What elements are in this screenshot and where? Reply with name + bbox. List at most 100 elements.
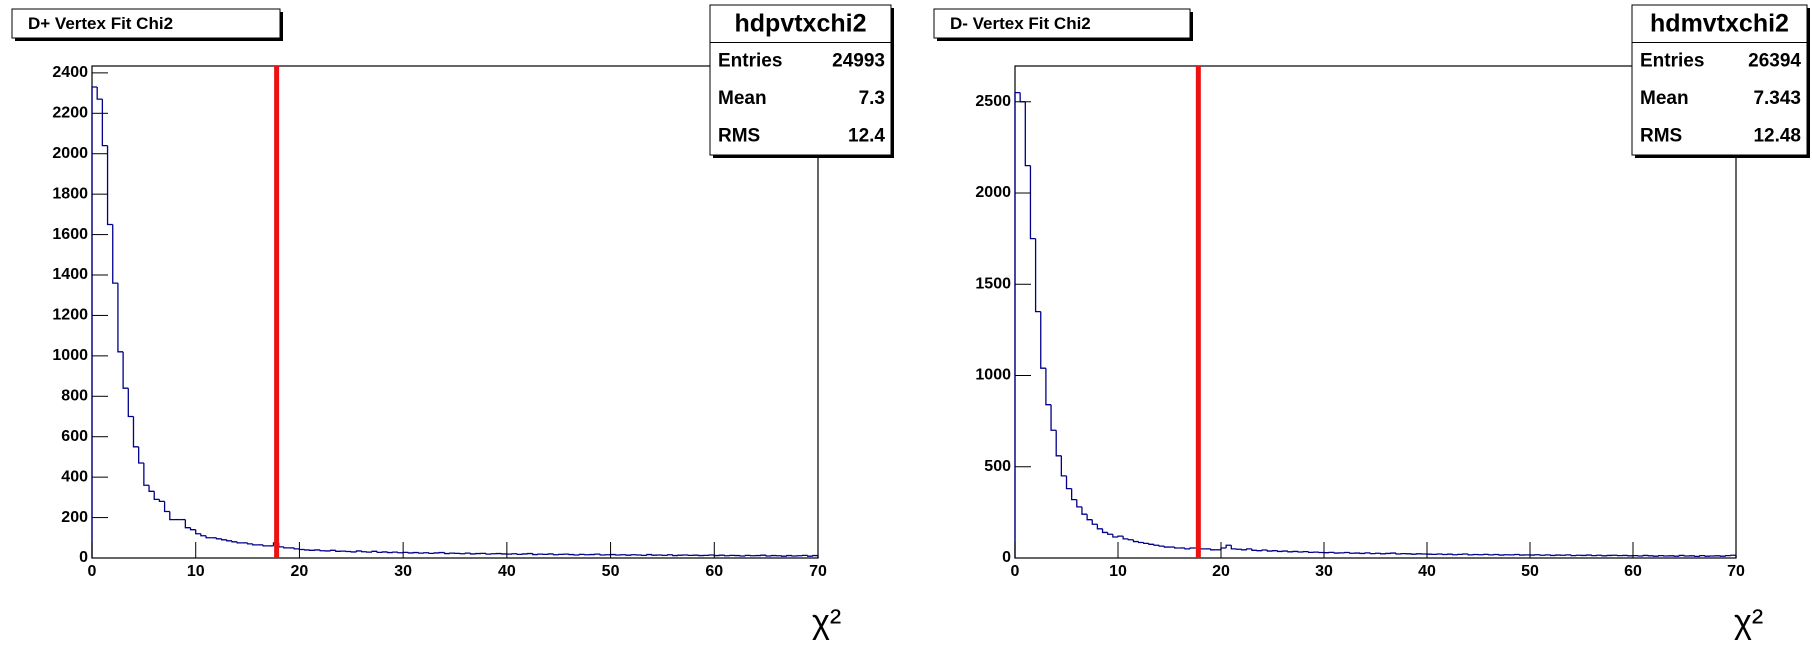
histogram-bin bbox=[1251, 548, 1258, 551]
stats-label: Entries bbox=[1640, 50, 1704, 71]
histogram-bin bbox=[1240, 549, 1247, 551]
stats-label: Mean bbox=[1640, 88, 1689, 109]
x-tick-label: 60 bbox=[705, 563, 723, 580]
histogram-bin bbox=[127, 388, 134, 418]
stats-label: RMS bbox=[1640, 125, 1682, 146]
histogram-bin bbox=[1132, 539, 1139, 543]
y-tick-label: 1600 bbox=[52, 226, 88, 243]
histogram-bin bbox=[666, 554, 673, 556]
histogram-bin bbox=[1498, 554, 1505, 556]
histogram-bin bbox=[1725, 554, 1731, 557]
y-tick-label: 200 bbox=[61, 509, 88, 526]
histogram-bin bbox=[158, 499, 165, 503]
y-tick-label: 600 bbox=[61, 428, 88, 445]
y-tick-label: 0 bbox=[79, 549, 88, 566]
histogram-bin bbox=[1694, 555, 1700, 558]
histogram-bin bbox=[226, 539, 233, 542]
y-tick-label: 1000 bbox=[975, 367, 1011, 384]
x-tick-label: 70 bbox=[1727, 563, 1745, 580]
histogram-bin bbox=[1570, 554, 1577, 557]
title-box bbox=[933, 8, 1191, 39]
stats-value: 12.4 bbox=[848, 125, 885, 146]
histogram-bin bbox=[200, 533, 207, 537]
histogram-bin bbox=[713, 554, 720, 557]
y-tick-label: 1500 bbox=[975, 275, 1011, 292]
stats-title: hdpvtxchi2 bbox=[735, 9, 867, 37]
histogram-bin bbox=[1127, 538, 1134, 541]
histogram-bin bbox=[1699, 554, 1706, 557]
histogram-bin bbox=[578, 553, 585, 556]
histogram-bin bbox=[101, 99, 108, 147]
histogram-bin bbox=[1277, 550, 1283, 553]
histogram-bin bbox=[1519, 554, 1525, 556]
histogram-bin bbox=[1081, 506, 1088, 515]
histogram-bin bbox=[443, 552, 450, 555]
stats-label: RMS bbox=[718, 125, 760, 146]
histogram-bin bbox=[91, 86, 98, 558]
histogram-bin bbox=[469, 553, 476, 555]
histogram-bin bbox=[599, 554, 606, 556]
histogram-bin bbox=[293, 547, 300, 550]
histogram-bin bbox=[786, 554, 793, 557]
histogram-bin bbox=[106, 145, 113, 226]
histogram-bin bbox=[651, 554, 658, 556]
histogram-bin bbox=[418, 552, 424, 554]
histogram-bin bbox=[1143, 542, 1149, 545]
histogram-bin bbox=[744, 554, 751, 557]
histogram-bin bbox=[163, 501, 170, 513]
histogram-bin bbox=[1261, 549, 1268, 551]
histogram-bin bbox=[397, 552, 404, 554]
x-tick-label: 30 bbox=[394, 563, 412, 580]
x-tick-label: 10 bbox=[1109, 563, 1127, 580]
x-tick-label: 40 bbox=[498, 563, 516, 580]
histogram-bin bbox=[1174, 547, 1180, 549]
x-tick-label: 0 bbox=[88, 563, 97, 580]
histogram-bin bbox=[298, 548, 305, 551]
histogram-bin bbox=[376, 551, 383, 553]
histogram-bin bbox=[1488, 554, 1494, 556]
histogram-bin bbox=[1153, 544, 1160, 546]
histogram-bin bbox=[812, 554, 818, 557]
stats-label: Mean bbox=[718, 88, 767, 109]
x-tick-label: 40 bbox=[1418, 563, 1436, 580]
y-tick-label: 2000 bbox=[975, 184, 1011, 201]
chart-title: D- Vertex Fit Chi2 bbox=[950, 14, 1091, 33]
chart-title: D+ Vertex Fit Chi2 bbox=[28, 14, 173, 33]
histogram-bin bbox=[335, 550, 341, 552]
histogram-bin bbox=[1601, 555, 1608, 557]
histogram-bin bbox=[1060, 455, 1067, 477]
histogram-bin bbox=[361, 550, 367, 553]
histogram-bin bbox=[319, 549, 326, 552]
stats-value: 26394 bbox=[1748, 50, 1801, 71]
stats-value: 24993 bbox=[832, 50, 885, 71]
histogram-bin bbox=[516, 553, 523, 556]
x-tick-label: 20 bbox=[1212, 563, 1230, 580]
histogram-bin bbox=[1148, 543, 1155, 545]
x-tick-label: 20 bbox=[291, 563, 309, 580]
histogram-bin bbox=[1704, 555, 1711, 557]
histogram-bin bbox=[205, 535, 212, 539]
histogram-bin bbox=[143, 462, 150, 486]
histogram-bin bbox=[371, 550, 378, 553]
x-tick-label: 0 bbox=[1011, 563, 1020, 580]
y-tick-label: 2400 bbox=[52, 64, 88, 81]
stats-value: 7.3 bbox=[859, 88, 885, 109]
histogram-bin bbox=[1184, 547, 1191, 550]
histogram-bin bbox=[195, 529, 201, 535]
histogram-bin bbox=[1101, 528, 1108, 534]
histogram-bin bbox=[184, 519, 191, 529]
histogram-bin bbox=[1091, 519, 1098, 525]
histogram-bin bbox=[1591, 554, 1597, 557]
stats-box bbox=[709, 4, 892, 156]
histogram-bin bbox=[532, 553, 538, 556]
histogram-bin bbox=[1364, 552, 1371, 554]
histogram-bin bbox=[1014, 91, 1021, 558]
histogram-bin bbox=[1441, 553, 1448, 556]
histogram-bin bbox=[464, 552, 471, 554]
x-tick-label: 50 bbox=[602, 563, 620, 580]
histogram-bin bbox=[1112, 534, 1118, 538]
stats-value: 12.48 bbox=[1753, 125, 1801, 146]
histogram-bin bbox=[1333, 552, 1340, 554]
x-tick-label: 10 bbox=[187, 563, 205, 580]
